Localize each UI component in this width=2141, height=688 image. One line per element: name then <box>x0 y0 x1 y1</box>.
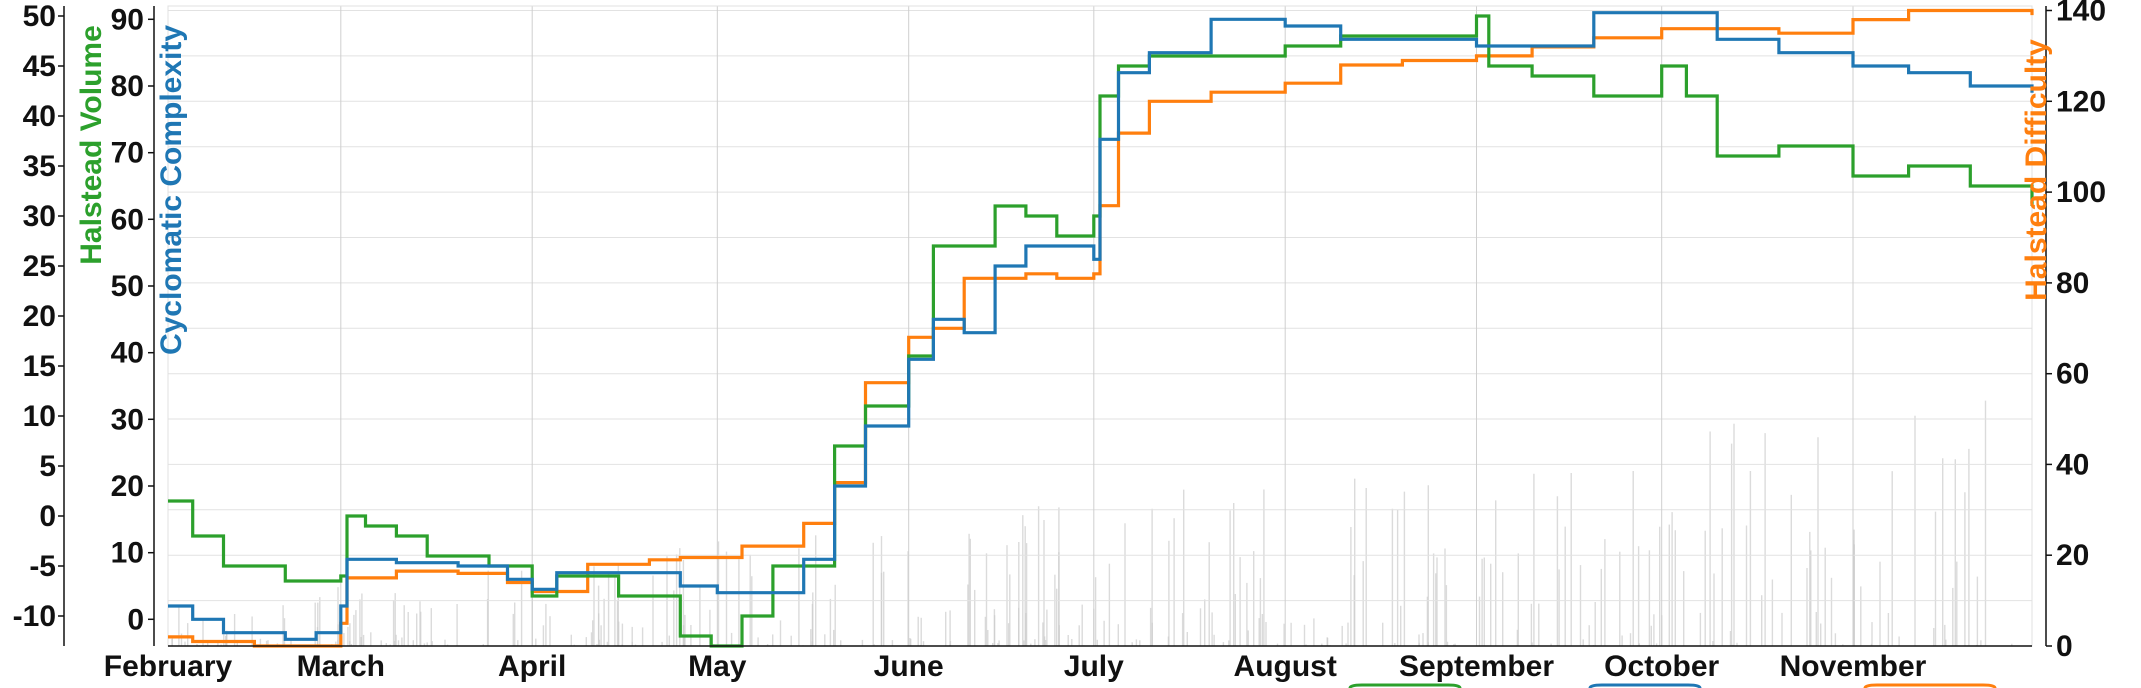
legend <box>1348 683 1997 688</box>
halstead-difficulty-tick-label: 20 <box>2056 539 2089 572</box>
cyclomatic-tick-label: 80 <box>111 70 144 103</box>
halstead-difficulty-tick-label: 60 <box>2056 358 2089 391</box>
cyclomatic-tick-label: 10 <box>111 537 144 570</box>
halstead-volume-tick-label: 35 <box>23 150 56 183</box>
halstead-volume-tick-label: 15 <box>23 350 56 383</box>
halstead-difficulty-tick-label: 80 <box>2056 267 2089 300</box>
halstead-volume-tick-label: 50 <box>23 0 56 33</box>
month-tick-label: July <box>1064 650 1124 683</box>
month-tick-label: April <box>498 650 566 683</box>
halstead-volume-tick-label: 45 <box>23 50 56 83</box>
series-line-cyclomatic-complexity <box>168 11 2034 641</box>
activity-bars <box>171 400 2013 646</box>
series-lines <box>168 8 2034 648</box>
halstead-difficulty-tick-label: 120 <box>2056 85 2106 118</box>
halstead-difficulty-tick-label: 140 <box>2056 0 2106 28</box>
legend-swatch-halstead-difficulty <box>1863 683 1997 688</box>
legend-swatch-halstead-volume <box>1348 683 1462 688</box>
halstead-difficulty-tick-label: 40 <box>2056 448 2089 481</box>
cyclomatic-axis-title: Cyclomatic Complexity <box>155 25 188 355</box>
month-tick-label: May <box>688 650 747 683</box>
month-tick-label: June <box>874 650 944 683</box>
cyclomatic-tick-label: 40 <box>111 337 144 370</box>
cyclomatic-tick-label: 20 <box>111 470 144 503</box>
legend-swatch-cyclomatic-complexity <box>1588 683 1702 688</box>
cyclomatic-tick-label: 0 <box>127 603 144 636</box>
cyclomatic-tick-label: 70 <box>111 137 144 170</box>
halstead-difficulty-axis-title: Halstead Difficulty <box>2020 39 2053 301</box>
halstead-volume-tick-label: 40 <box>23 100 56 133</box>
halstead-volume-tick-label: 25 <box>23 250 56 283</box>
month-tick-label: October <box>1604 650 1719 683</box>
axes: -10 -5 0 5 10 15 20 25 30 35 40 45 50 0 10 20 30 40 50 60 70… <box>13 0 2106 683</box>
halstead-volume-tick-label: 20 <box>23 300 56 333</box>
halstead-difficulty-tick-label: 100 <box>2056 176 2106 209</box>
halstead-volume-tick-label: 30 <box>23 200 56 233</box>
halstead-volume-tick-label: -5 <box>29 550 56 583</box>
halstead-volume-axis-title: Halstead Volume <box>75 25 108 265</box>
month-tick-label: March <box>297 650 385 683</box>
halstead-volume-tick-label: -10 <box>13 600 56 633</box>
month-tick-label: November <box>1780 650 1927 683</box>
halstead-volume-tick-label: 0 <box>39 500 56 533</box>
cyclomatic-tick-label: 30 <box>111 403 144 436</box>
series-line-halstead-volume <box>168 14 2034 648</box>
halstead-volume-tick-label: 10 <box>23 400 56 433</box>
month-tick-label: August <box>1234 650 1337 683</box>
cyclomatic-tick-label: 50 <box>111 270 144 303</box>
halstead-difficulty-tick-label: 0 <box>2056 630 2073 663</box>
month-tick-label: September <box>1399 650 1554 683</box>
month-tick-label: February <box>104 650 233 683</box>
cyclomatic-tick-label: 90 <box>111 3 144 36</box>
halstead-volume-tick-label: 5 <box>39 450 56 483</box>
cyclomatic-tick-label: 60 <box>111 203 144 236</box>
